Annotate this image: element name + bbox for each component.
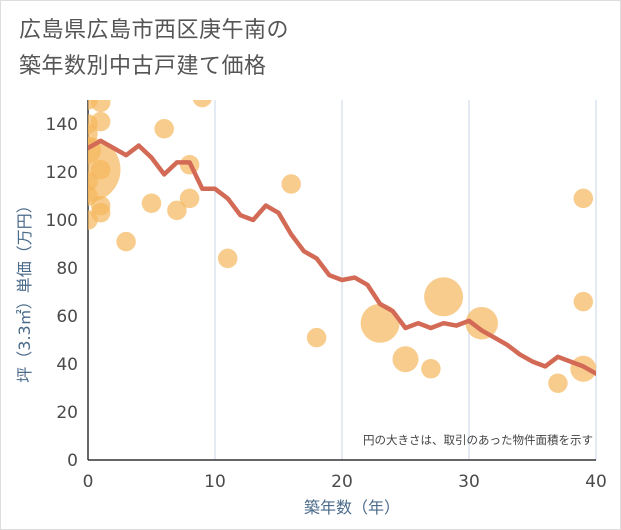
y-tick-label: 40: [56, 355, 78, 375]
x-tick-label: 40: [585, 472, 607, 492]
data-bubble: [424, 277, 464, 317]
x-tick-label: 0: [83, 472, 94, 492]
data-bubble: [90, 159, 111, 180]
y-tick-label: 100: [46, 211, 78, 231]
data-bubble: [281, 174, 301, 194]
x-tick-label: 10: [204, 472, 226, 492]
y-tick-label: 80: [56, 259, 78, 279]
data-bubble: [573, 188, 594, 209]
y-tick-label: 120: [46, 163, 78, 183]
y-tick-label: 140: [46, 115, 78, 135]
data-bubble: [90, 100, 111, 113]
bubble-group: [88, 100, 596, 393]
x-tick-label: 30: [458, 472, 480, 492]
data-bubble: [90, 203, 111, 223]
data-bubble: [116, 231, 136, 252]
y-tick-label: 60: [56, 307, 78, 327]
average-price-line: [88, 138, 596, 376]
data-bubble: [392, 346, 419, 373]
data-bubble: [306, 327, 327, 348]
data-bubble: [360, 303, 400, 343]
data-bubble: [179, 188, 200, 209]
data-bubble: [421, 359, 441, 379]
x-tick-label: 20: [331, 472, 353, 492]
data-bubble: [548, 373, 568, 393]
y-tick-label: 0: [67, 451, 78, 471]
data-bubble: [573, 291, 594, 312]
bubble-size-note: 円の大きさは、取引のあった物件面積を示す: [363, 433, 593, 447]
data-bubble: [167, 200, 187, 221]
data-bubble: [192, 100, 212, 108]
data-bubble: [217, 248, 238, 269]
data-bubble: [141, 193, 162, 213]
data-bubble: [154, 119, 174, 139]
data-bubble: [90, 111, 111, 132]
chart-title: 広島県広島市西区庚午南の 築年数別中古戸建て価格: [19, 18, 290, 79]
y-tick-label: 20: [56, 403, 78, 423]
y-axis-title: 坪（3.3㎡）単価（万円）: [15, 197, 34, 382]
x-axis-title: 築年数（年）: [304, 498, 400, 517]
data-bubble: [465, 306, 498, 340]
